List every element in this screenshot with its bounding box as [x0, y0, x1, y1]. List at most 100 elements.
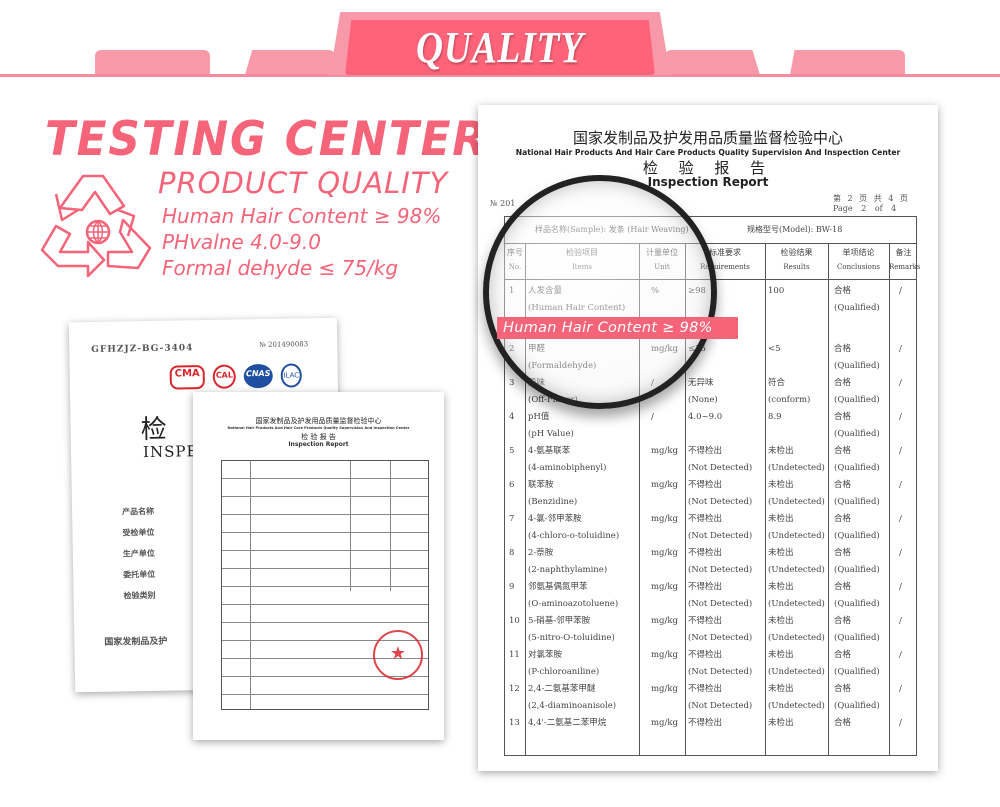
conclusion-en: (Qualified) — [834, 565, 880, 575]
requirement-en: (Not Detected) — [688, 633, 753, 643]
item-cn: 4-氯-邻甲苯胺 — [528, 514, 582, 524]
report-model: 规格型号(Model): BW-18 — [747, 225, 843, 234]
conclusion: 合格 — [834, 650, 852, 660]
conclusion: 合格 — [834, 378, 852, 388]
front-document: 国家发制品及护发用品质量监督检验中心 National Hair Product… — [193, 392, 444, 740]
item-cn: 2,4-二氨基苯甲醚 — [528, 684, 596, 694]
requirement-en: (Not Detected) — [688, 565, 753, 575]
item-en: (Benzidine) — [528, 497, 578, 507]
remark: / — [899, 344, 902, 354]
conclusion-en: (Qualified) — [834, 667, 880, 677]
banner-tab — [245, 50, 335, 75]
requirement: 不得检出 — [688, 548, 723, 558]
cover-fields: 产品名称 受检单位 生产单位 委托单位 检验类别 — [122, 501, 156, 607]
report-center-cn: 国家发制品及护发用品质量监督检验中心 — [572, 129, 843, 147]
conclusion-en: (Qualified) — [834, 361, 880, 371]
conclusion-en: (Qualified) — [834, 395, 880, 405]
banner-tab — [665, 50, 760, 75]
unit: mg/kg — [651, 718, 678, 728]
result: 未检出 — [768, 582, 794, 592]
requirement: 不得检出 — [688, 446, 723, 456]
requirement-en: (None) — [688, 395, 718, 405]
result-en: (Undetected) — [768, 497, 825, 507]
item-cn: 对氯苯胺 — [528, 650, 563, 660]
column-header-en: Requirements — [700, 263, 750, 271]
requirement-en: (Not Detected) — [688, 497, 753, 507]
result-en: (Undetected) — [768, 667, 825, 677]
front-title-cn: 检 验 报 告 — [301, 433, 336, 441]
item-cn: pH值 — [528, 412, 550, 422]
column-divider — [685, 243, 686, 755]
remark: / — [899, 378, 902, 388]
result: <5 — [768, 344, 781, 354]
report-center-en: National Hair Products And Hair Care Pro… — [515, 148, 901, 157]
banner-line — [0, 74, 1000, 77]
banner-main-tab-inner — [345, 20, 655, 75]
requirement: 无异味 — [688, 378, 714, 388]
item-cn: 邻氨基偶氮甲苯 — [528, 582, 588, 592]
unit: mg/kg — [651, 650, 678, 660]
remark: / — [899, 514, 902, 524]
column-header: 备注 — [895, 248, 912, 257]
item-en: (4-chloro-o-toluidine) — [528, 531, 620, 541]
row-number: 11 — [509, 650, 520, 660]
item-en: (P-chloroaniline) — [528, 667, 600, 677]
front-center-cn: 国家发制品及护发用品质量监督检验中心 — [255, 417, 382, 425]
column-header: 标准要求 — [709, 248, 741, 257]
conclusion-en: (Qualified) — [834, 429, 880, 439]
conclusion: 合格 — [834, 286, 852, 296]
spec-hair-content: Human Hair Content ≥ 98% — [162, 204, 442, 228]
report-title-en: Inspection Report — [647, 175, 769, 189]
remark: / — [899, 412, 902, 422]
unit: mg/kg — [651, 446, 678, 456]
conclusion-en: (Qualified) — [834, 633, 880, 643]
cover-field: 生产单位 — [122, 547, 155, 559]
conclusion-en: (Qualified) — [834, 701, 880, 711]
conclusion: 合格 — [834, 514, 852, 524]
item-en: (Off-Flavor) — [528, 395, 578, 405]
remark: / — [899, 616, 902, 626]
remark: / — [899, 548, 902, 558]
column-divider — [889, 243, 890, 755]
row-number: 6 — [509, 480, 515, 490]
magnifying-glass-icon — [483, 175, 717, 409]
result: 未检出 — [768, 616, 794, 626]
conclusion: 合格 — [834, 446, 852, 456]
certification-logos: CMA CAL CNAS ILAC — [169, 363, 303, 390]
remark: / — [899, 582, 902, 592]
requirement: 不得检出 — [688, 480, 723, 490]
cma-logo-icon: CMA — [169, 365, 206, 390]
spec-formaldehyde: Formal dehyde ≤ 75/kg — [162, 256, 399, 280]
conclusion: 合格 — [834, 344, 852, 354]
requirement-en: (Not Detected) — [688, 701, 753, 711]
cover-field: 受检单位 — [122, 526, 155, 538]
conclusion: 合格 — [834, 412, 852, 422]
row-number: 5 — [509, 446, 515, 456]
cover-field: 产品名称 — [122, 505, 155, 517]
result: 8.9 — [768, 412, 782, 422]
requirement: 不得检出 — [688, 718, 723, 728]
result-en: (conform) — [768, 395, 811, 405]
report-page-cn: 第 2 页 共 4 页 — [833, 194, 910, 203]
result-en: (Undetected) — [768, 531, 825, 541]
banner-tab-right — [790, 50, 905, 75]
item-cn: 5-硝基-邻甲苯胺 — [528, 616, 591, 626]
unit: mg/kg — [651, 684, 678, 694]
banner-tab-left — [95, 50, 210, 75]
requirement: 不得检出 — [688, 650, 723, 660]
cover-field: 委托单位 — [123, 568, 156, 580]
spec-ph: PHvalne 4.0-9.0 — [162, 230, 321, 254]
result-en: (Undetected) — [768, 633, 825, 643]
result: 未检出 — [768, 650, 794, 660]
row-number: 8 — [509, 548, 515, 558]
cover-number: № 201490083 — [259, 340, 309, 350]
unit: mg/kg — [651, 480, 678, 490]
report-number: № 201 — [489, 199, 517, 208]
conclusion-en: (Qualified) — [834, 463, 880, 473]
remark: / — [899, 650, 902, 660]
remark: / — [899, 480, 902, 490]
column-header-en: Conclusions — [837, 263, 880, 271]
result: 未检出 — [768, 446, 794, 456]
conclusion-en: (Qualified) — [834, 531, 880, 541]
item-en: (5-nitro-O-toluidine) — [528, 633, 615, 643]
